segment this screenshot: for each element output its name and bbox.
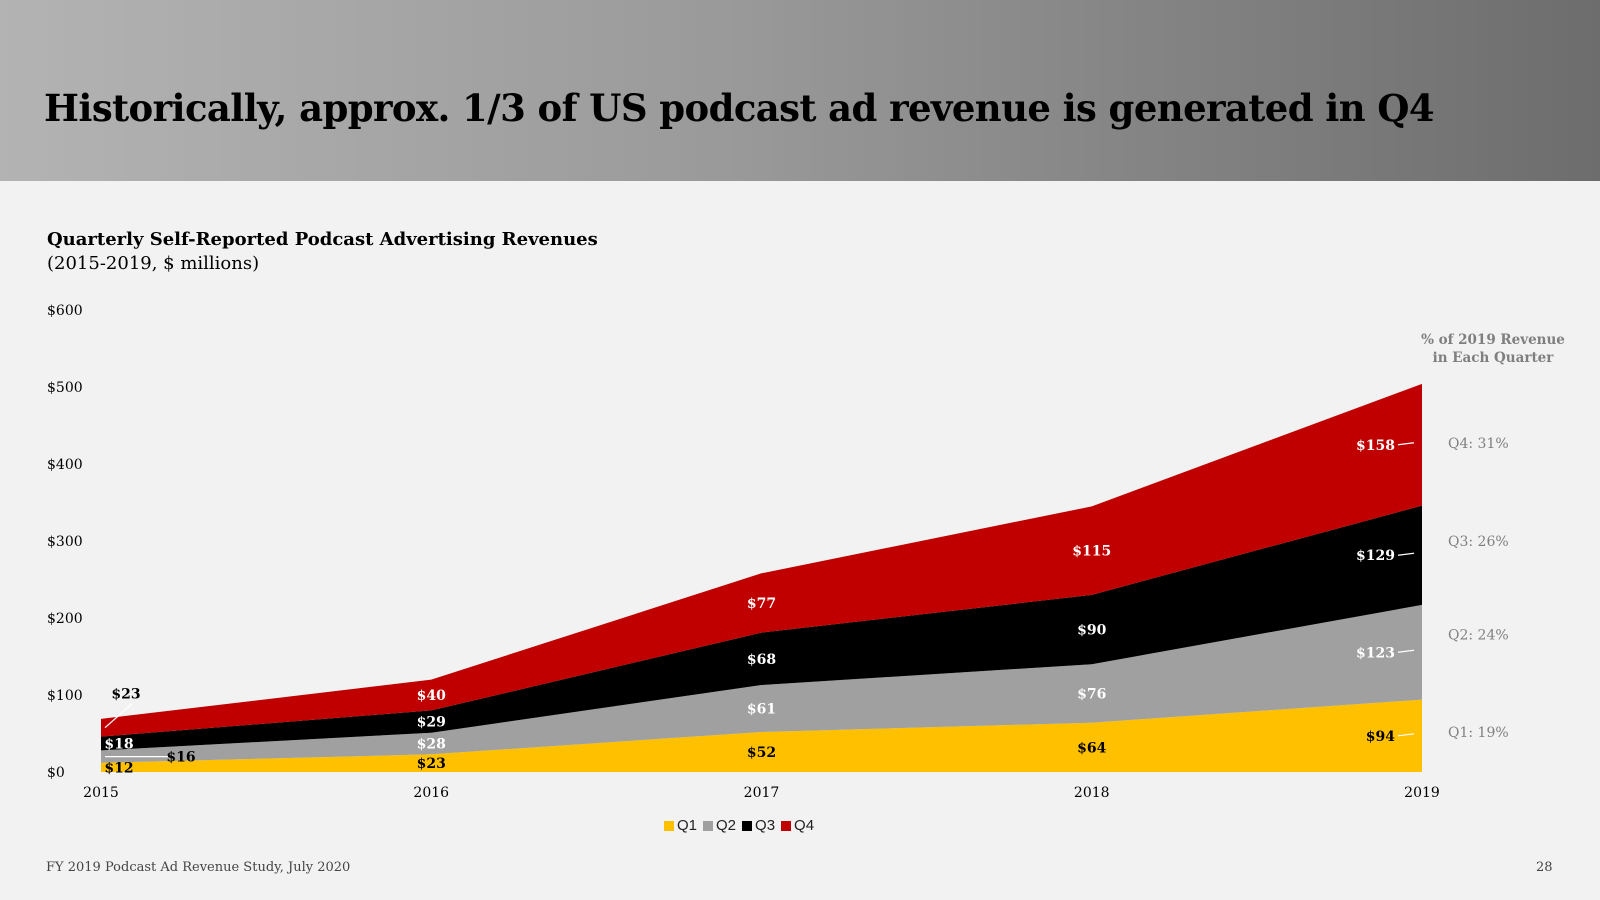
legend-swatch-q3 <box>742 820 753 831</box>
y-tick-100: $100 <box>47 688 83 704</box>
legend-label-q4: Q4 <box>794 817 815 834</box>
leader-line-q4-2019 <box>1397 442 1415 446</box>
legend-swatch-q2 <box>703 820 714 831</box>
leader-line-q3-2019 <box>1397 552 1415 556</box>
data-label-q3-2018: $90 <box>1077 623 1106 639</box>
title-banner <box>0 0 1600 181</box>
y-tick-400: $400 <box>47 457 83 473</box>
data-label-q1-2017: $52 <box>747 745 776 761</box>
chart-subtitle: (2015-2019, $ millions) <box>47 253 260 274</box>
data-label-q2-2015: $16 <box>166 750 195 766</box>
data-label-q1-2015: $12 <box>104 760 133 776</box>
legend-item-q1: Q1 <box>664 817 697 834</box>
area-q2 <box>101 604 1422 763</box>
footer-source: FY 2019 Podcast Ad Revenue Study, July 2… <box>46 860 351 875</box>
y-tick-0: $0 <box>47 765 65 781</box>
percent-header-line2: in Each Quarter <box>1432 350 1554 366</box>
legend-label-q1: Q1 <box>677 817 698 834</box>
percent-label-q3: Q3: 26% <box>1448 534 1509 550</box>
chart-legend: Q1 Q2 Q3 Q4 <box>664 817 814 834</box>
data-label-q4-2017: $77 <box>747 596 776 612</box>
data-label-q2-2016: $28 <box>417 737 446 753</box>
percent-header: % of 2019 Revenue in Each Quarter <box>1403 331 1583 367</box>
data-label-q1-2019: $94 <box>1366 729 1395 745</box>
data-label-q3-2016: $29 <box>417 715 446 731</box>
data-label-q3-2015: $18 <box>104 737 133 753</box>
data-label-q1-2018: $64 <box>1077 740 1106 756</box>
data-label-q3-2019: $129 <box>1356 548 1395 564</box>
y-tick-600: $600 <box>47 303 83 319</box>
data-label-q3-2017: $68 <box>747 652 776 668</box>
page-title: Historically, approx. 1/3 of US podcast … <box>44 86 1435 130</box>
area-q3 <box>101 505 1422 751</box>
data-label-q4-2015: $23 <box>111 687 140 703</box>
y-tick-200: $200 <box>47 611 83 627</box>
data-label-q2-2019: $123 <box>1356 645 1395 661</box>
x-tick-2018: 2018 <box>1074 785 1110 801</box>
data-label-q2-2017: $61 <box>747 701 776 717</box>
data-label-q2-2018: $76 <box>1077 686 1106 702</box>
x-tick-2017: 2017 <box>744 785 780 801</box>
x-tick-2019: 2019 <box>1404 785 1440 801</box>
legend-swatch-q4 <box>781 820 792 831</box>
chart-title: Quarterly Self-Reported Podcast Advertis… <box>47 229 598 250</box>
x-tick-2015: 2015 <box>83 785 119 801</box>
leader-line-q1-2019 <box>1397 733 1415 737</box>
percent-label-q1: Q1: 19% <box>1448 725 1509 741</box>
data-label-q4-2018: $115 <box>1072 544 1111 560</box>
leader-line-q4-2015 <box>104 703 133 729</box>
data-label-q4-2016: $40 <box>417 688 446 704</box>
percent-header-line1: % of 2019 Revenue <box>1421 332 1565 348</box>
data-label-q4-2019: $158 <box>1356 438 1395 454</box>
y-tick-300: $300 <box>47 534 83 550</box>
page-number: 28 <box>1536 860 1553 875</box>
data-label-q1-2016: $23 <box>417 756 446 772</box>
leader-line-q2-2019 <box>1397 649 1415 653</box>
legend-item-q4: Q4 <box>781 817 814 834</box>
legend-swatch-q1 <box>664 820 674 831</box>
legend-label-q2: Q2 <box>716 817 737 834</box>
legend-item-q3: Q3 <box>742 817 775 834</box>
y-tick-500: $500 <box>47 380 83 396</box>
legend-label-q3: Q3 <box>755 817 776 834</box>
percent-label-q2: Q2: 24% <box>1448 627 1509 643</box>
area-q1 <box>101 699 1422 772</box>
percent-label-q4: Q4: 31% <box>1448 436 1509 452</box>
x-tick-2016: 2016 <box>413 785 449 801</box>
legend-item-q2: Q2 <box>703 817 736 834</box>
area-q4 <box>101 383 1422 737</box>
